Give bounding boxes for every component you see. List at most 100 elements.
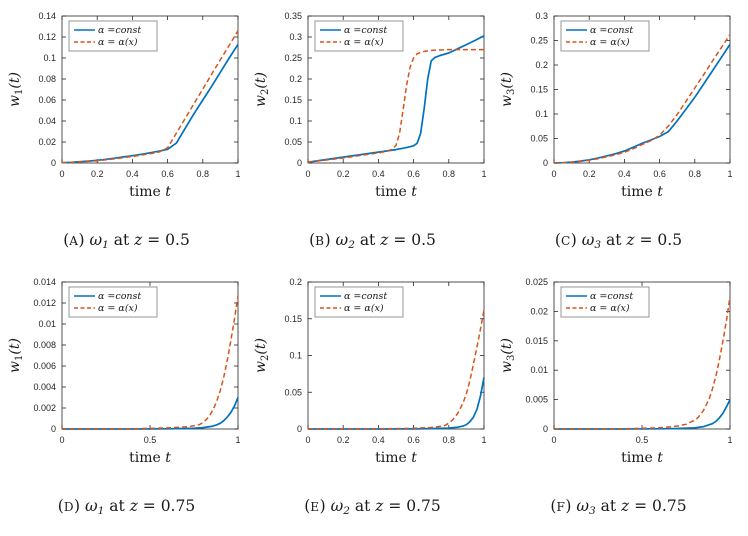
legend-box bbox=[560, 20, 650, 52]
series-alpha-const bbox=[554, 399, 731, 431]
caption-tag: F bbox=[556, 500, 566, 515]
x-tick-label: 0.5 bbox=[636, 435, 649, 445]
y-axis-label: w3(t) bbox=[499, 338, 517, 373]
caption-text: 3 bbox=[589, 505, 596, 518]
chart-svg-e: 0 0.2 0.4 0.6 0.8 1 0 0.05 0.1 0.15 0.2 time t w2(t)… bbox=[253, 277, 487, 466]
series-alpha-of-x bbox=[62, 295, 239, 430]
y-tick-label: 0.006 bbox=[33, 361, 56, 371]
y-tick-label: 0.01 bbox=[530, 365, 548, 375]
chart-svg-a: 0 0.2 0.4 0.6 0.8 1 0 0.02 0.04 0.06 0.08 0.1 0.12 0.… bbox=[7, 11, 241, 200]
series-alpha-const bbox=[553, 43, 731, 164]
y-tick-label: 0.15 bbox=[530, 85, 548, 95]
x-tick-label: 0.6 bbox=[161, 169, 174, 179]
legend-entry-label: α =const bbox=[98, 25, 141, 36]
caption-text: z bbox=[129, 497, 138, 516]
caption-text: z bbox=[375, 497, 384, 516]
x-tick-label: 1 bbox=[727, 169, 732, 179]
plot-box bbox=[61, 15, 239, 164]
y-tick-label: 0.1 bbox=[289, 351, 302, 361]
chart-f-plot: 0 0.5 1 0 0.005 0.01 0.015 0.02 0.025 time t w3(t)… bbox=[497, 270, 740, 482]
legend-entry-label: α =const bbox=[590, 291, 633, 302]
x-tick-label: 0.6 bbox=[407, 169, 420, 179]
y-axis-label: w1(t) bbox=[7, 72, 25, 107]
y-tick-label: 0.2 bbox=[289, 74, 302, 84]
x-tick-label: 0 bbox=[59, 435, 64, 445]
caption-text: ) bbox=[570, 231, 582, 249]
chart-cell-f: 0 0.5 1 0 0.005 0.01 0.015 0.02 0.025 time t w3(t)… bbox=[497, 270, 740, 536]
legend-box bbox=[68, 286, 158, 318]
chart-b-plot: 0 0.2 0.4 0.6 0.8 1 0 0.05 0.1 0.15 0.2 0.25 0.3 0.35… bbox=[251, 4, 494, 216]
caption-text: ( bbox=[554, 231, 561, 249]
legend-entry-label: α = α(x) bbox=[98, 37, 138, 48]
y-tick-label: 0.1 bbox=[289, 116, 302, 126]
legend-entry-label: α = α(x) bbox=[590, 37, 630, 48]
x-tick-label: 0.2 bbox=[91, 169, 104, 179]
chart-svg-f: 0 0.5 1 0 0.005 0.01 0.015 0.02 0.025 time t w3(t)… bbox=[499, 277, 733, 466]
x-axis-label: time t bbox=[375, 184, 417, 200]
x-tick-label: 0.8 bbox=[443, 435, 456, 445]
y-tick-label: 0.12 bbox=[38, 32, 56, 42]
y-tick-label: 0.06 bbox=[38, 95, 56, 105]
caption-text: ω bbox=[85, 497, 98, 516]
legend-box bbox=[560, 286, 650, 318]
y-tick-label: 0 bbox=[297, 424, 302, 434]
y-tick-label: 0.014 bbox=[33, 277, 56, 287]
y-tick-label: 0.05 bbox=[284, 137, 302, 147]
chart-d-caption: (D) ω1 at z = 0.75 bbox=[5, 496, 248, 522]
caption-text: ( bbox=[304, 497, 311, 516]
x-tick-label: 1 bbox=[235, 169, 240, 179]
caption-text: at bbox=[108, 231, 135, 249]
y-tick-label: 0.04 bbox=[38, 116, 56, 126]
y-axis-label: w3(t) bbox=[499, 72, 517, 107]
y-tick-label: 0.15 bbox=[284, 95, 302, 105]
x-tick-label: 0.2 bbox=[583, 169, 596, 179]
caption-tag: D bbox=[63, 500, 75, 515]
legend-box bbox=[314, 286, 404, 318]
caption-text: at bbox=[104, 497, 130, 516]
caption-text: ) bbox=[78, 231, 90, 249]
x-tick-label: 0.8 bbox=[689, 169, 702, 179]
chart-a-plot: 0 0.2 0.4 0.6 0.8 1 0 0.02 0.04 0.06 0.08 0.1 0.12 0.… bbox=[5, 4, 248, 216]
caption-text: = 0.5 bbox=[634, 231, 683, 249]
y-tick-label: 0.01 bbox=[38, 319, 56, 329]
x-tick-label: 0 bbox=[551, 169, 556, 179]
x-axis-label: time t bbox=[621, 184, 663, 200]
caption-text: ) bbox=[319, 497, 331, 516]
caption-text: = 0.75 bbox=[629, 497, 687, 516]
caption-text: ( bbox=[550, 497, 557, 516]
y-axis-label: w2(t) bbox=[253, 72, 271, 107]
legend-entry-label: α =const bbox=[590, 25, 633, 36]
chart-svg-c: 0 0.2 0.4 0.6 0.8 1 0 0.05 0.1 0.15 0.2 0.25 0.3 time… bbox=[499, 11, 733, 200]
caption-text: 2 bbox=[348, 239, 355, 252]
x-tick-label: 1 bbox=[481, 435, 486, 445]
caption-text: ( bbox=[63, 231, 70, 249]
x-axis-label: time t bbox=[621, 450, 663, 466]
y-tick-label: 0.004 bbox=[33, 382, 56, 392]
x-tick-label: 0.8 bbox=[197, 169, 210, 179]
chart-svg-d: 0 0.5 1 0 0.002 0.004 0.006 0.008 0.01 0.012 0.014… bbox=[7, 277, 241, 466]
x-tick-label: 0.4 bbox=[372, 169, 385, 179]
y-tick-label: 0.1 bbox=[535, 109, 548, 119]
caption-text: z bbox=[380, 231, 389, 249]
x-axis-label: time t bbox=[129, 450, 171, 466]
x-tick-label: 1 bbox=[727, 435, 732, 445]
x-axis-label: time t bbox=[375, 450, 417, 466]
caption-text: at bbox=[595, 497, 622, 516]
legend-entry-label: α =const bbox=[344, 25, 387, 36]
chart-c-plot: 0 0.2 0.4 0.6 0.8 1 0 0.05 0.1 0.15 0.2 0.25 0.3 time… bbox=[497, 4, 740, 216]
y-tick-label: 0.025 bbox=[525, 277, 548, 287]
chart-d-plot: 0 0.5 1 0 0.002 0.004 0.006 0.008 0.01 0.012 0.014… bbox=[5, 270, 248, 482]
y-tick-label: 0 bbox=[297, 158, 302, 168]
chart-f-caption: (F) ω3 at z = 0.75 bbox=[497, 496, 740, 522]
legend-entry-label: α = α(x) bbox=[344, 303, 384, 314]
caption-text: 3 bbox=[594, 239, 602, 252]
legend-entry-label: α =const bbox=[344, 291, 387, 302]
caption-text: at bbox=[354, 231, 381, 249]
x-tick-label: 0 bbox=[551, 435, 556, 445]
x-tick-label: 0.2 bbox=[337, 435, 350, 445]
chart-e-plot: 0 0.2 0.4 0.6 0.8 1 0 0.05 0.1 0.15 0.2 time t w2(t)… bbox=[251, 270, 494, 482]
caption-text: z bbox=[621, 497, 630, 516]
caption-text: = 0.75 bbox=[383, 497, 441, 516]
caption-text: ( bbox=[57, 497, 64, 516]
x-axis-label: time t bbox=[129, 184, 171, 200]
